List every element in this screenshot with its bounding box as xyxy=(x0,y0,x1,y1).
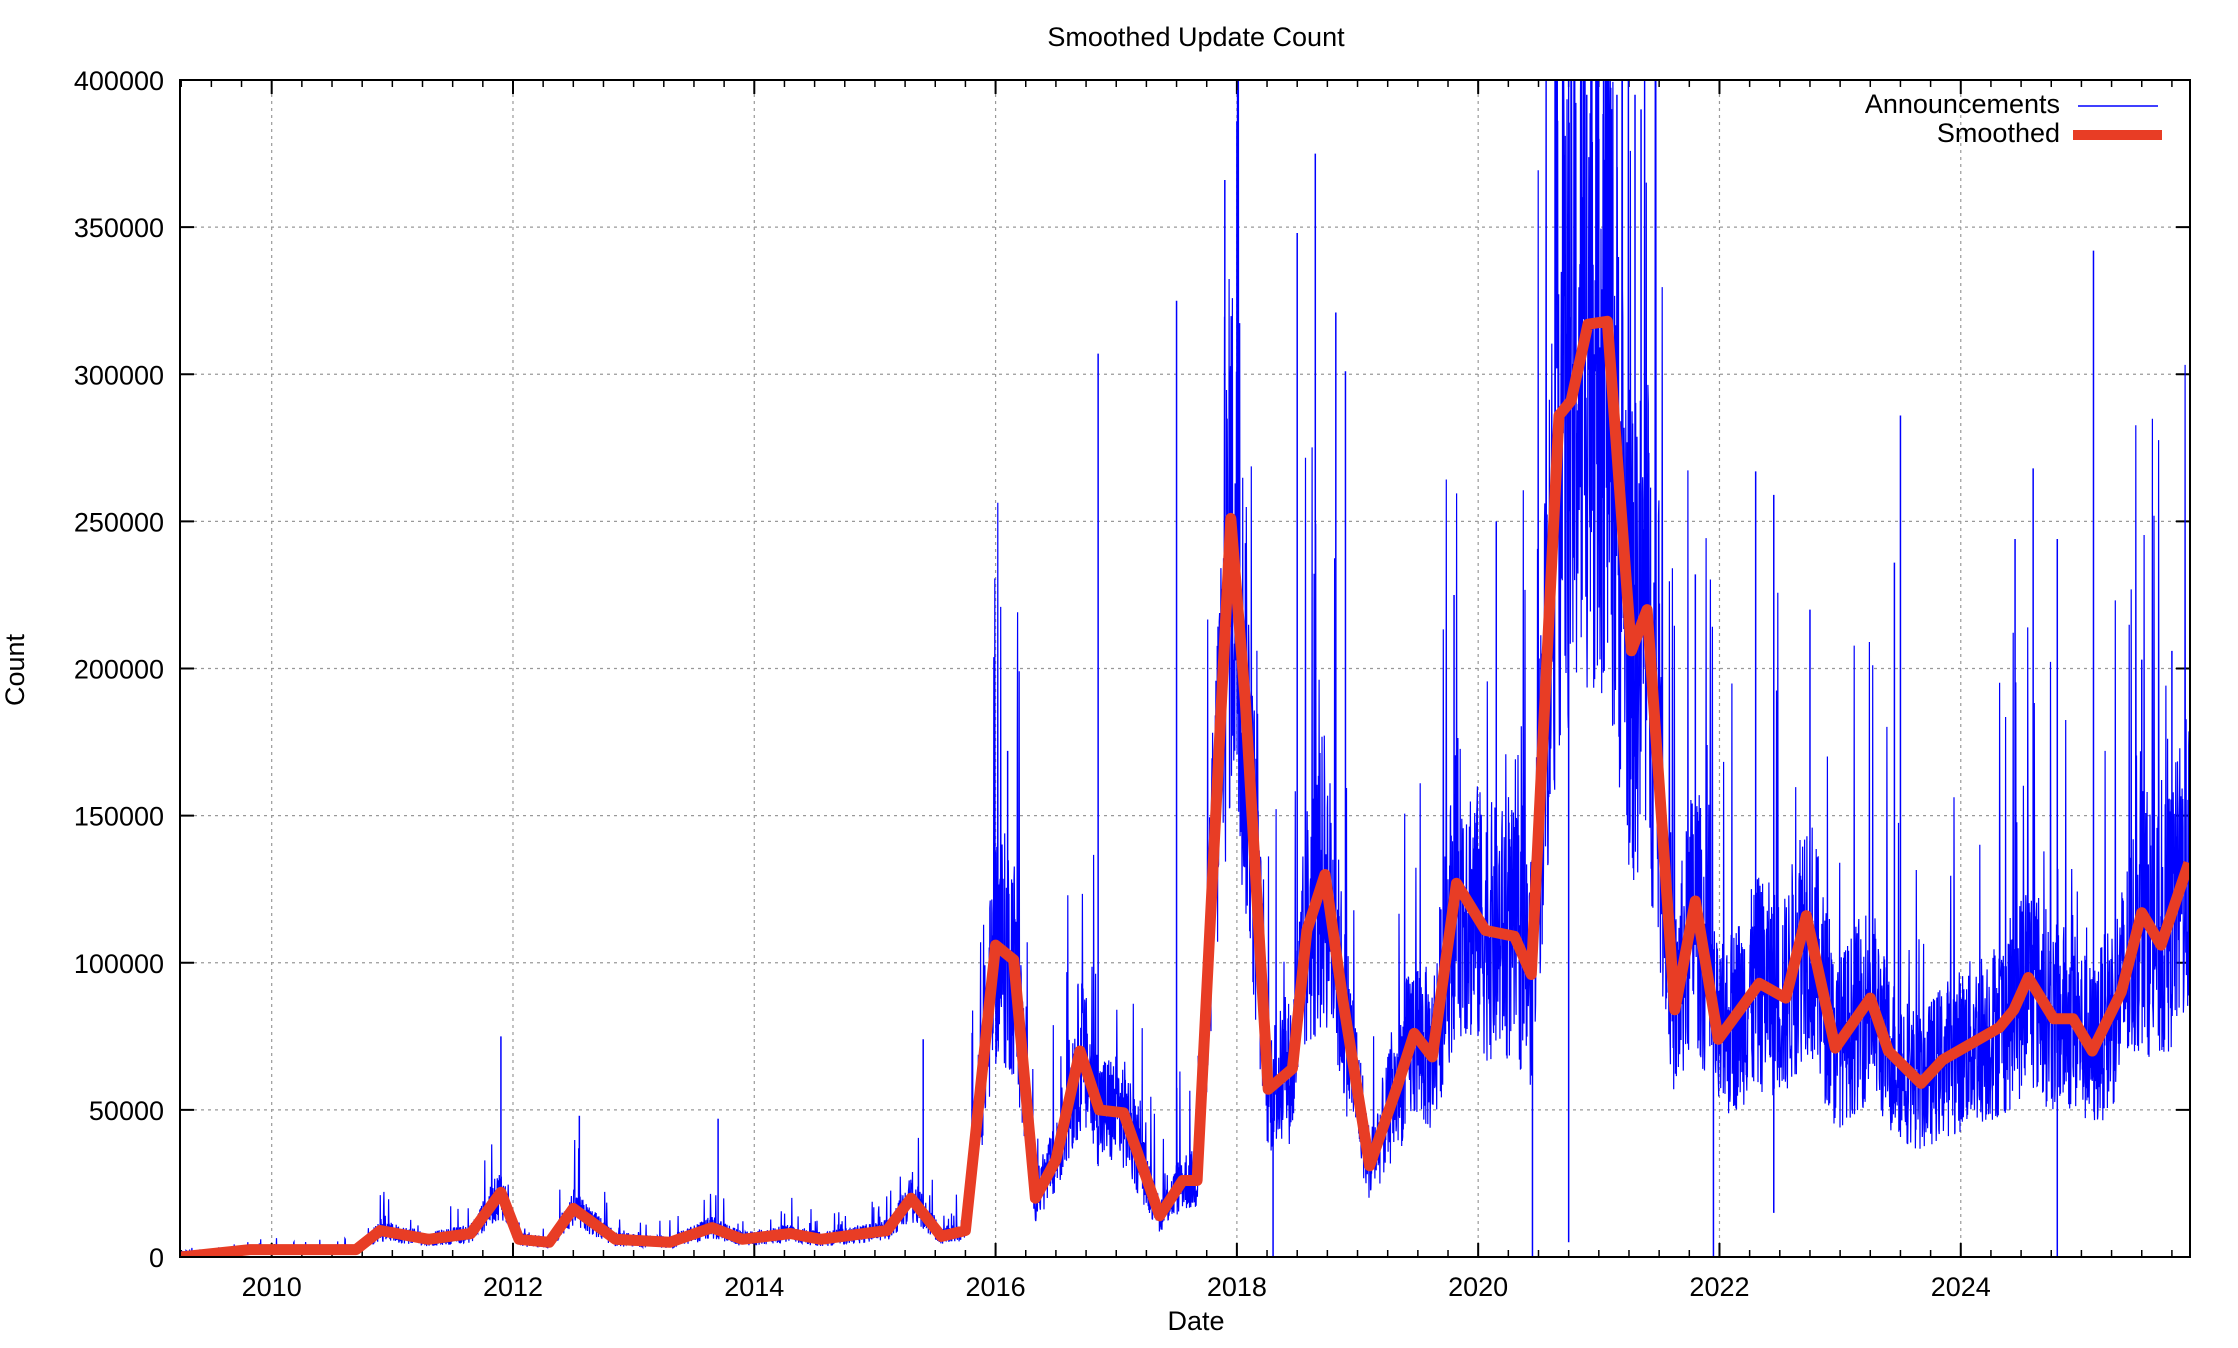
x-tick-label: 2012 xyxy=(483,1272,543,1302)
legend-label-smoothed: Smoothed xyxy=(1937,118,2060,148)
x-tick-label: 2016 xyxy=(966,1272,1026,1302)
y-tick-label: 400000 xyxy=(74,66,164,96)
y-tick-label: 300000 xyxy=(74,360,164,390)
y-tick-label: 50000 xyxy=(89,1096,164,1126)
x-tick-label: 2014 xyxy=(724,1272,784,1302)
x-tick-labels: 2010 2012 2014 2016 2018 2020 2022 2024 xyxy=(242,1272,1991,1302)
y-tick-label: 0 xyxy=(149,1243,164,1273)
legend: Announcements Smoothed xyxy=(1865,89,2162,148)
legend-label-announcements: Announcements xyxy=(1865,89,2060,119)
y-tick-label: 150000 xyxy=(74,802,164,832)
x-tick-label: 2020 xyxy=(1448,1272,1508,1302)
y-tick-label: 250000 xyxy=(74,507,164,537)
x-tick-label: 2010 xyxy=(242,1272,302,1302)
y-axis-label: Count xyxy=(0,633,30,706)
chart-title: Smoothed Update Count xyxy=(1047,22,1345,52)
y-tick-label: 200000 xyxy=(74,655,164,685)
x-tick-label: 2022 xyxy=(1689,1272,1749,1302)
y-tick-label: 100000 xyxy=(74,949,164,979)
y-tick-labels: 0 50000 100000 150000 200000 250000 300000 3500… xyxy=(74,66,164,1273)
x-tick-label: 2024 xyxy=(1931,1272,1991,1302)
announcements-series xyxy=(180,0,2190,1257)
x-axis-label: Date xyxy=(1167,1306,1224,1336)
x-tick-label: 2018 xyxy=(1207,1272,1267,1302)
announcements-line xyxy=(180,0,2190,1254)
y-tick-label: 350000 xyxy=(74,213,164,243)
